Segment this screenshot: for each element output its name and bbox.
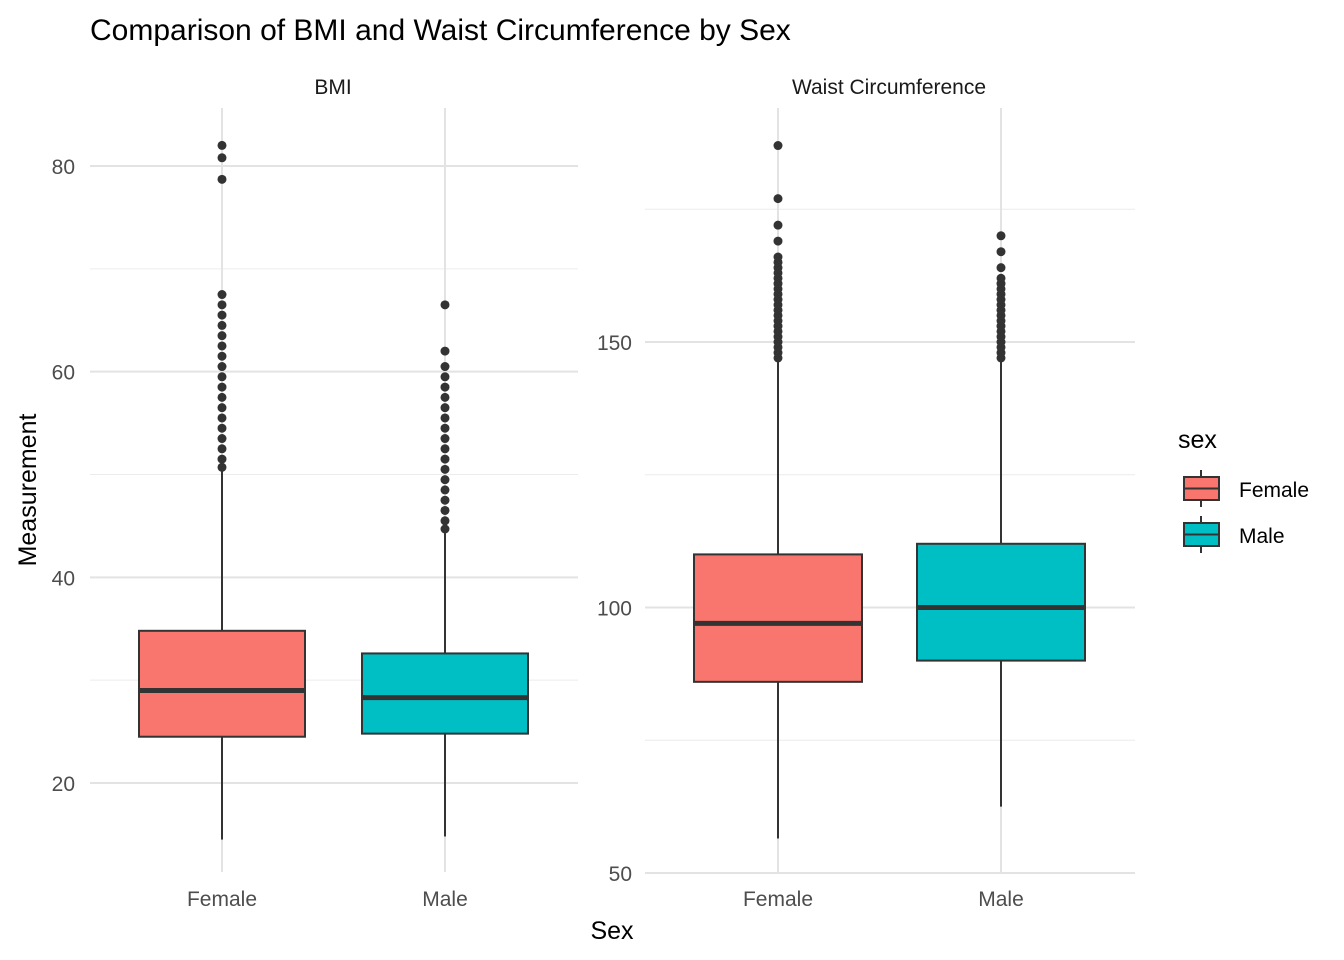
outlier-point xyxy=(440,464,450,474)
outlier-point xyxy=(217,413,227,423)
outlier-point xyxy=(773,194,783,204)
outlier-point xyxy=(996,247,1006,257)
outlier-point xyxy=(217,454,227,464)
outlier-point xyxy=(217,434,227,444)
y-tick-label: 60 xyxy=(52,362,75,385)
outlier-point xyxy=(217,140,227,150)
outlier-point xyxy=(773,252,783,262)
y-ticks-waist: 50 100 150 xyxy=(597,332,632,886)
box-female xyxy=(138,629,306,738)
y-ticks-bmi: 20 40 60 80 xyxy=(52,156,75,796)
outlier-point xyxy=(440,346,450,356)
outlier-point xyxy=(440,382,450,392)
outlier-point xyxy=(217,444,227,454)
outlier-point xyxy=(440,362,450,372)
outlier-point xyxy=(440,444,450,454)
box-male xyxy=(361,652,529,735)
outlier-point xyxy=(773,236,783,246)
outlier-point xyxy=(217,392,227,402)
outlier-point xyxy=(217,174,227,184)
outlier-point xyxy=(440,524,450,534)
x-axis-title: Sex xyxy=(590,917,634,945)
outlier-point xyxy=(440,423,450,433)
boxes-bmi xyxy=(138,140,529,840)
y-tick-label: 100 xyxy=(597,598,632,621)
outlier-point xyxy=(217,300,227,310)
outlier-point xyxy=(440,392,450,402)
outlier-point xyxy=(217,423,227,433)
outlier-point xyxy=(440,516,450,526)
outlier-point xyxy=(440,403,450,413)
x-ticks-waist: Female Male xyxy=(743,888,1024,911)
outlier-point xyxy=(440,413,450,423)
outlier-point xyxy=(217,331,227,341)
outlier-point xyxy=(217,320,227,330)
boxes-waist xyxy=(693,141,1086,839)
x-tick-label: Male xyxy=(978,888,1024,911)
y-tick-label: 20 xyxy=(52,773,75,796)
outlier-point xyxy=(996,263,1006,273)
outlier-point xyxy=(217,372,227,382)
outlier-point xyxy=(440,485,450,495)
legend: sex Female Male xyxy=(1178,426,1309,553)
panel-waist-circumference: Waist Circumference 50 100 150 Female Male xyxy=(597,76,1135,911)
x-tick-label: Female xyxy=(743,888,813,911)
panel-bmi: BMI 20 40 60 80 Female Male xyxy=(52,76,578,911)
grid-waist xyxy=(645,108,1135,874)
legend-key-female xyxy=(1183,470,1220,507)
y-axis-title: Measurement xyxy=(14,414,42,567)
grid-bmi xyxy=(90,108,578,872)
box-female xyxy=(693,553,863,683)
outlier-point xyxy=(440,454,450,464)
outlier-point xyxy=(773,141,783,151)
y-tick-label: 80 xyxy=(52,156,75,179)
outlier-point xyxy=(440,475,450,485)
legend-key-male xyxy=(1183,516,1220,553)
strip-label-waist: Waist Circumference xyxy=(792,76,986,99)
outlier-point xyxy=(440,505,450,515)
outlier-point xyxy=(217,403,227,413)
box-male xyxy=(916,542,1086,662)
legend-label: Female xyxy=(1239,479,1309,502)
y-tick-label: 40 xyxy=(52,567,75,590)
x-tick-label: Female xyxy=(187,888,257,911)
outlier-point xyxy=(217,310,227,320)
outlier-point xyxy=(217,351,227,361)
y-tick-label: 150 xyxy=(597,332,632,355)
x-ticks-bmi: Female Male xyxy=(187,888,468,911)
outlier-point xyxy=(773,220,783,230)
x-tick-label: Male xyxy=(422,888,468,911)
outlier-point xyxy=(440,434,450,444)
y-tick-label: 50 xyxy=(609,863,632,886)
outlier-point xyxy=(217,341,227,351)
strip-label-bmi: BMI xyxy=(314,76,351,99)
outlier-point xyxy=(217,290,227,300)
outlier-point xyxy=(440,372,450,382)
outlier-point xyxy=(217,153,227,163)
outlier-point xyxy=(996,273,1006,283)
outlier-point xyxy=(440,300,450,310)
legend-title: sex xyxy=(1178,426,1217,454)
outlier-point xyxy=(440,495,450,505)
outlier-point xyxy=(217,382,227,392)
outlier-point xyxy=(217,462,227,472)
chart-title: Comparison of BMI and Waist Circumferenc… xyxy=(90,14,791,47)
outlier-point xyxy=(996,231,1006,241)
outlier-point xyxy=(217,362,227,372)
legend-label: Male xyxy=(1239,525,1285,548)
